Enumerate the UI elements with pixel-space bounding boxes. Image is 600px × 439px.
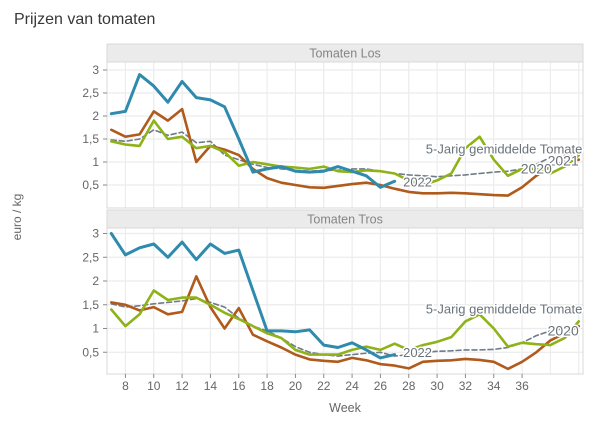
series-2022-line [109, 232, 397, 360]
x-tick-label: 22 [317, 379, 331, 393]
annotation-2020: 2020 [548, 322, 579, 338]
panel-header-title: Tomaten Tros [307, 213, 383, 227]
y-tick-label: 1 [92, 155, 99, 169]
panel-tomaten-tros: Tomaten Tros 3 2,5 2 1,5 1 0,5 5-Jarig gemiddel… [82, 209, 584, 375]
y-tick-label: 3 [92, 227, 99, 241]
x-tick-label: 32 [459, 379, 473, 393]
chart-title: Prijzen van tomaten [14, 11, 155, 28]
panel-header-title: Tomaten Los [309, 47, 381, 61]
x-tick-label: 18 [260, 379, 274, 393]
x-tick-label: 28 [402, 379, 416, 393]
x-tick-label: 20 [289, 379, 303, 393]
y-tick-label: 3 [92, 63, 99, 77]
y-tick-label: 1,5 [82, 298, 99, 312]
y-tick-label: 2 [92, 109, 99, 123]
x-axis-title: Week [329, 401, 361, 415]
y-tick-label: 0,5 [82, 345, 99, 359]
x-tick-label: 36 [515, 379, 529, 393]
plot-area-group: Tomaten Los 3 2,5 2 1,5 1 0,5 5-Jarig gemiddeld… [82, 43, 584, 393]
x-tick-label: 8 [122, 379, 129, 393]
y-tick-label: 2,5 [82, 86, 99, 100]
y-tick-label: 0,5 [82, 178, 99, 192]
series-5-jarig-gemiddelde-line [110, 297, 580, 357]
y-tick-label: 1 [92, 322, 99, 336]
x-tick-label: 34 [487, 379, 501, 393]
annotation-2021: 2021 [548, 153, 579, 169]
panel-header [106, 209, 584, 229]
annotation-2022: 2022 [403, 174, 432, 189]
series-2020-line [110, 107, 581, 197]
y-tick-label: 1,5 [82, 132, 99, 146]
x-tick-label: 14 [204, 379, 218, 393]
panel-header [106, 43, 584, 63]
y-tick-label: 2 [92, 274, 99, 288]
x-tick-label: 12 [175, 379, 189, 393]
annotation-2020: 2020 [521, 160, 552, 176]
annotation-5-jarig-gemiddelde-tomate: 5-Jarig gemiddelde Tomate [426, 302, 583, 317]
series-2021-line [110, 289, 581, 356]
series-2021-line [110, 119, 581, 187]
y-tick-label: 2,5 [82, 250, 99, 264]
panel-tomaten-los: Tomaten Los 3 2,5 2 1,5 1 0,5 5-Jarig gemiddeld… [82, 43, 584, 209]
y-axis-title: euro / kg [10, 194, 24, 241]
x-tick-label: 24 [345, 379, 359, 393]
x-tick-label: 16 [232, 379, 246, 393]
series-2020-line [110, 274, 581, 371]
x-tick-label: 26 [374, 379, 388, 393]
annotation-2022: 2022 [403, 345, 432, 360]
series-2022-line [109, 73, 397, 189]
x-tick-label: 30 [430, 379, 444, 393]
annotation-5-jarig-gemiddelde-tomate: 5-Jarig gemiddelde Tomate [426, 142, 583, 157]
x-tick-label: 10 [147, 379, 161, 393]
